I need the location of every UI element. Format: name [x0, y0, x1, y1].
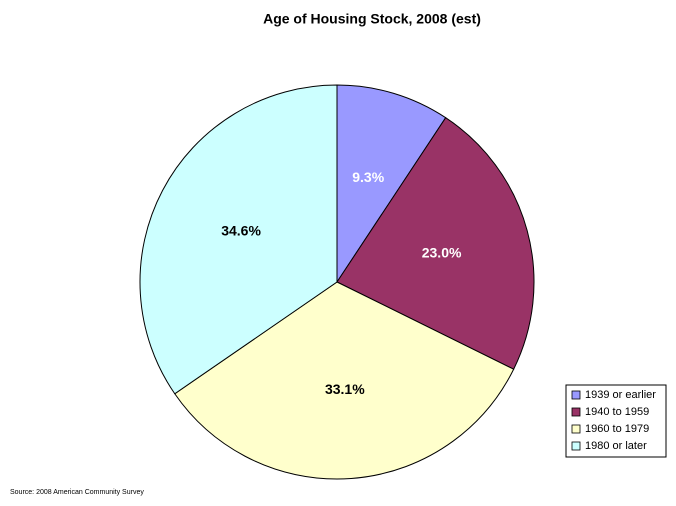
legend-swatch: [571, 407, 581, 417]
source-note: Source: 2008 American Community Survey: [10, 489, 144, 496]
legend-swatch: [571, 390, 581, 400]
legend-label: 1940 to 1959: [585, 406, 649, 418]
legend-swatch: [571, 424, 581, 434]
legend-label: 1960 to 1979: [585, 423, 649, 435]
legend-swatch: [571, 441, 581, 451]
data-label: 9.3%: [352, 169, 384, 185]
legend-box: [565, 384, 667, 458]
data-label: 34.6%: [221, 222, 261, 238]
data-label: 33.1%: [325, 381, 365, 397]
data-label: 23.0%: [422, 244, 462, 260]
pie-slice: [336, 116, 535, 370]
legend-label: 1939 or earlier: [585, 389, 656, 401]
pie-slice: [139, 84, 338, 395]
pie-slice: [174, 281, 515, 480]
chart-title: Age of Housing Stock, 2008 (est): [263, 11, 481, 27]
pie-slice: [336, 84, 447, 284]
legend-label: 1980 or later: [585, 440, 647, 452]
